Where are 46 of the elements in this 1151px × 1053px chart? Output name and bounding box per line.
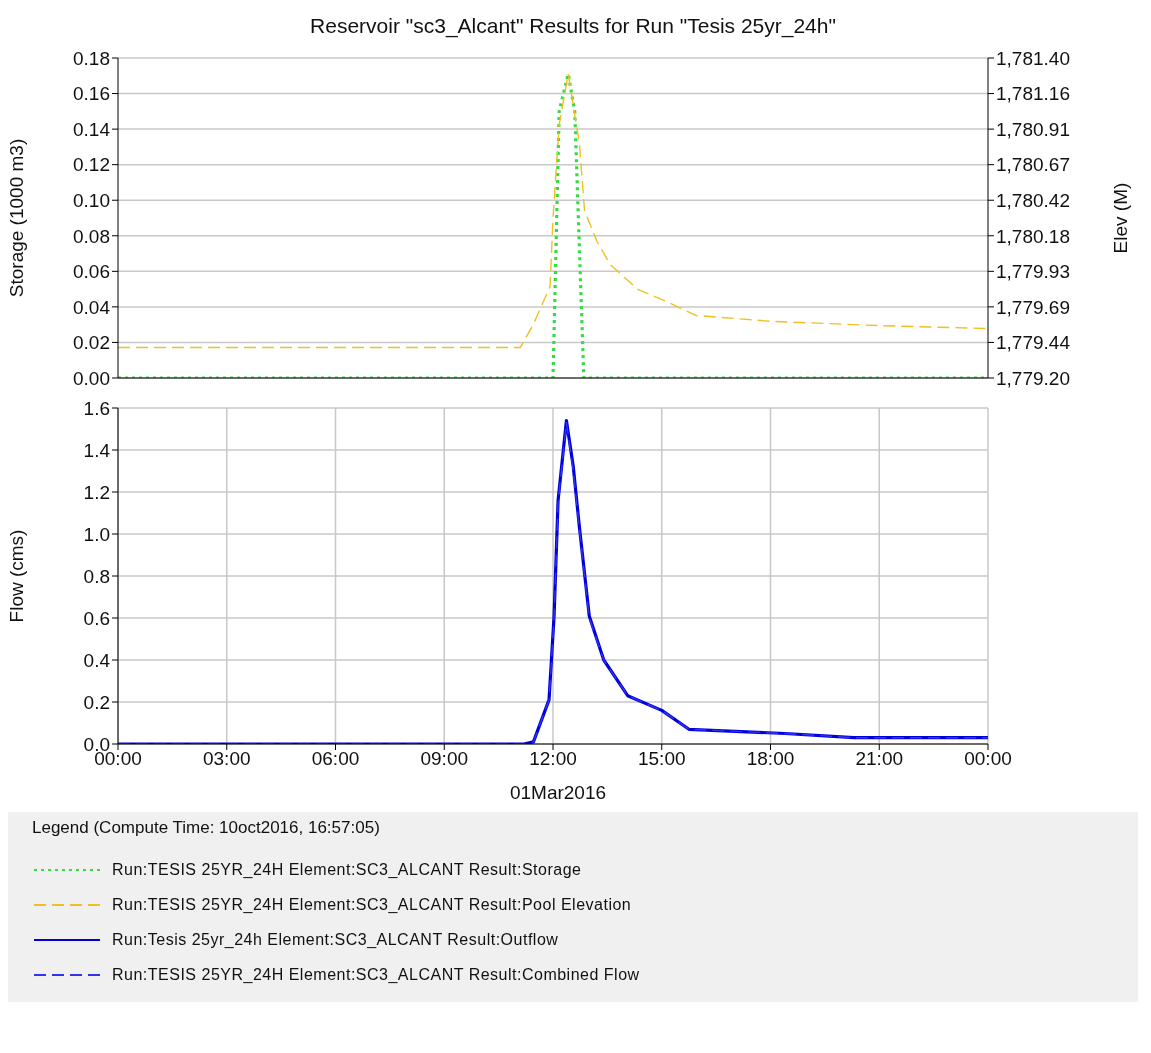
y-tick-label: 1.4 — [83, 439, 111, 461]
x-tick-label: 15:00 — [637, 748, 686, 770]
y-tick-label: 1.6 — [83, 397, 110, 419]
y2-tick-label: 1,781.40 — [996, 47, 1070, 69]
y-tick-label: 0.08 — [73, 225, 110, 247]
y2-tick-label: 1,780.18 — [996, 225, 1070, 247]
chart-title: Reservoir "sc3_Alcant" Results for Run "Tesis 25yr_24h" — [309, 13, 837, 40]
y-tick-label: 1.0 — [83, 523, 110, 545]
text: Run:TESIS 25YR_24H Element:SC3_ALCANT Result:Pool Elevation — [112, 895, 632, 913]
y-tick-label: 0.4 — [83, 649, 111, 671]
y-axis-title: Storage (1000 m3) — [5, 138, 27, 298]
legend-label: Run:Tesis 25yr_24h Element:SC3_ALCANT Result:Outflow — [112, 930, 559, 949]
text: 01Mar2016 — [508, 782, 608, 804]
x-tick-label: 18:00 — [746, 748, 795, 770]
y2-tick-label: 1,779.93 — [996, 261, 1070, 283]
y-tick-label: 0.6 — [83, 607, 110, 629]
y2-axis-title: Elev (M) — [1109, 182, 1131, 254]
y2-tick-label: 1,779.44 — [996, 332, 1071, 354]
y2-tick-label: 1,780.42 — [996, 189, 1070, 211]
y-tick-label: 1.2 — [83, 481, 110, 503]
legend-label: Run:TESIS 25YR_24H Element:SC3_ALCANT Result:Combined Flow — [112, 965, 640, 984]
y2-tick-label: 1,779.20 — [996, 367, 1070, 389]
y-axis-title: Flow (cms) — [5, 529, 27, 623]
text: Run:TESIS 25YR_24H Element:SC3_ALCANT Result:Storage — [112, 860, 582, 878]
y-tick-label: 0.02 — [73, 332, 110, 354]
y-tick-label: 0.10 — [73, 189, 110, 211]
y-tick-label: 0.16 — [73, 83, 110, 105]
y-tick-label: 0.04 — [73, 296, 111, 318]
y2-tick-label: 1,779.69 — [996, 296, 1070, 318]
x-tick-label: 12:00 — [529, 748, 577, 770]
y2-tick-label: 1,780.67 — [996, 154, 1070, 176]
x-tick-label: 21:00 — [855, 748, 904, 770]
y2-tick-label: 1,781.16 — [996, 83, 1070, 105]
y2-tick-label: 1,780.91 — [996, 118, 1070, 140]
y-tick-label: 0.12 — [73, 154, 110, 176]
x-tick-label: 03:00 — [202, 748, 251, 770]
y-tick-label: 0.14 — [73, 118, 111, 140]
x-tick-label: 00:00 — [964, 748, 1012, 770]
y-tick-label: 0.2 — [83, 691, 110, 713]
x-tick-label: 06:00 — [311, 748, 360, 770]
legend-title: Legend (Compute Time: 10oct2016, 16:57:05) — [32, 818, 381, 838]
x-tick-label: 09:00 — [420, 748, 469, 770]
y-tick-label: 0.8 — [83, 565, 110, 587]
y-tick-label: 0.00 — [73, 367, 110, 389]
y-tick-label: 0.18 — [73, 47, 110, 69]
y-tick-label: 0.06 — [73, 261, 110, 283]
